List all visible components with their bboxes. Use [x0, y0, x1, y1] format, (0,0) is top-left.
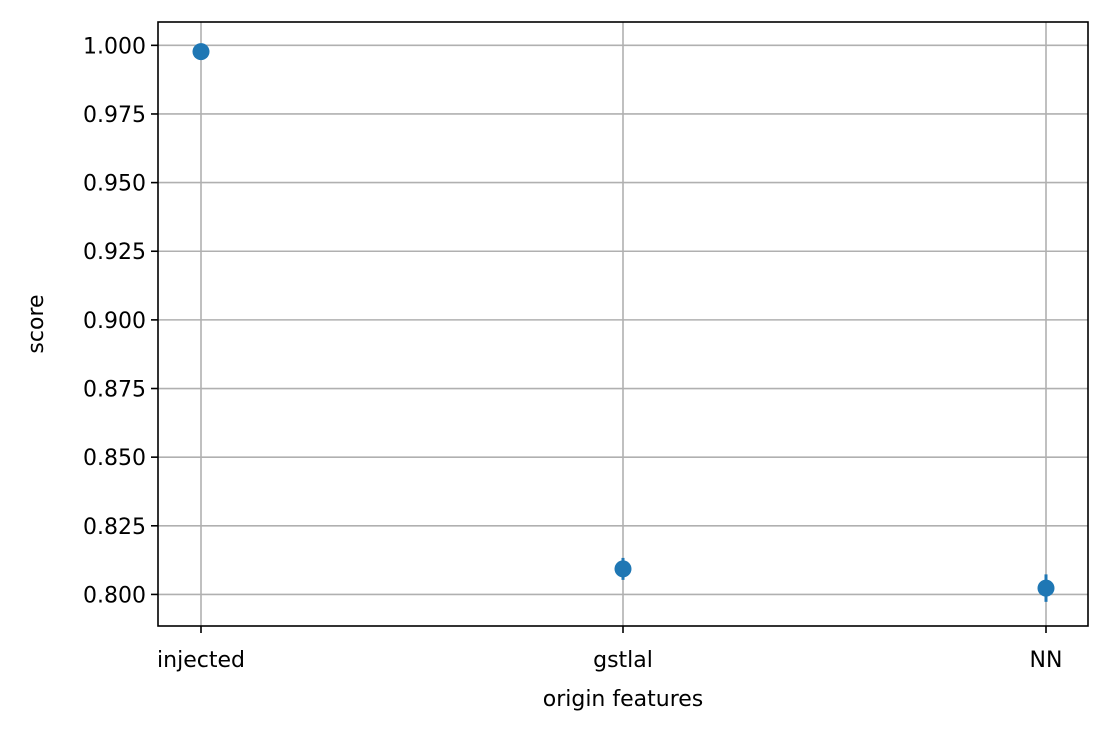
- data-point: [614, 560, 632, 578]
- y-tick-label: 0.925: [83, 240, 146, 265]
- y-tick-label: 0.975: [83, 103, 146, 128]
- ticks: [151, 44, 1047, 633]
- grid: [158, 22, 1088, 626]
- x-tick-label: gstlal: [593, 648, 653, 673]
- y-tick-label: 1.000: [83, 34, 146, 59]
- y-tick-label: 0.800: [83, 583, 146, 608]
- y-tick-label: 0.900: [83, 309, 146, 334]
- y-tick-label: 0.875: [83, 378, 146, 403]
- data-points: [192, 43, 1055, 602]
- plot-frame: [157, 21, 1089, 627]
- data-point: [192, 43, 210, 61]
- data-point: [1037, 579, 1055, 597]
- x-tick-label: injected: [157, 648, 245, 673]
- y-tick-label: 0.825: [83, 515, 146, 540]
- y-tick-label: 0.850: [83, 446, 146, 471]
- x-axis-label: origin features: [543, 687, 704, 712]
- x-tick-label: NN: [1030, 648, 1063, 673]
- tick-labels: 0.800 0.825 0.850 0.875 0.900 0.925 0.950 0.975…: [83, 34, 1062, 673]
- y-tick-label: 0.950: [83, 172, 146, 197]
- y-axis-label: score: [24, 294, 49, 353]
